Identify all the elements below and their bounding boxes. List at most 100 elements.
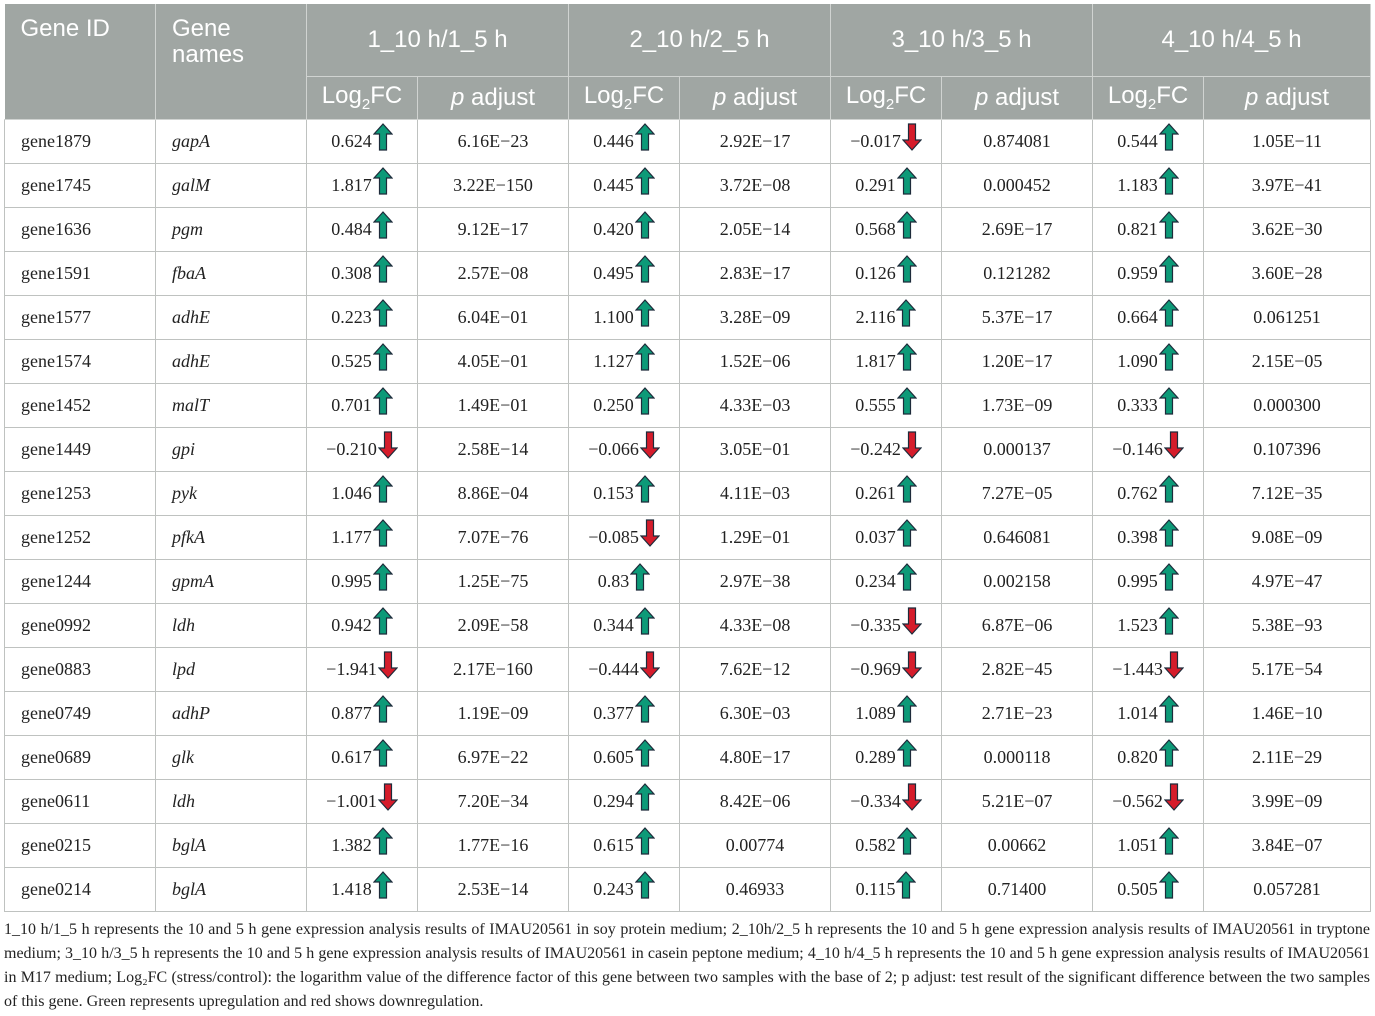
log2fc-value: 0.243 <box>593 878 634 899</box>
log2fc-value: −0.444 <box>588 658 639 679</box>
p-adjust-cell: 5.21E−07 <box>941 779 1094 824</box>
up-arrow-icon <box>634 167 655 195</box>
log2fc-value: 0.617 <box>331 746 372 767</box>
p-adjust-cell: 0.000137 <box>941 427 1094 472</box>
log2fc-value-wrap: 1.046 <box>331 475 393 507</box>
log2fc-value-wrap: −0.335 <box>850 607 922 639</box>
log2fc-cell: 0.261 <box>830 471 943 516</box>
up-arrow-icon <box>372 827 393 855</box>
down-arrow-icon <box>639 651 660 679</box>
log2fc-cell: 0.821 <box>1092 207 1205 252</box>
log2fc-value: 0.153 <box>593 482 634 503</box>
p-adjust-cell: 2.17E−160 <box>417 647 570 692</box>
log2fc-value: 0.821 <box>1117 218 1158 239</box>
log2fc-cell: 0.617 <box>306 735 418 780</box>
up-arrow-icon <box>372 123 393 151</box>
log2fc-value: 0.484 <box>331 218 372 239</box>
header-group-4: 4_10 h/4_5 h <box>1092 4 1372 77</box>
header-log2fc-4: Log2FC <box>1092 76 1205 120</box>
down-arrow-icon <box>1163 783 1184 811</box>
gene-name-cell: ldh <box>155 603 307 648</box>
log2fc-value-wrap: −0.969 <box>850 651 922 683</box>
log2fc-cell: −0.017 <box>830 118 943 164</box>
log2fc-value-wrap: 0.333 <box>1117 387 1179 419</box>
up-arrow-icon <box>634 783 655 811</box>
up-arrow-icon <box>634 475 655 503</box>
p-adjust-cell: 8.42E−06 <box>679 779 832 824</box>
p-adjust-cell: 9.08E−09 <box>1203 515 1372 560</box>
log2fc-cell: 2.116 <box>830 295 943 340</box>
log2fc-value: 1.382 <box>331 834 372 855</box>
p-adjust-cell: 0.002158 <box>941 559 1094 604</box>
log2fc-cell: 0.126 <box>830 251 943 296</box>
log2fc-value-wrap: 2.116 <box>856 299 917 331</box>
table-row: gene1636 pgm 0.484 9.12E−17 0.420 2.05E−14 0.5… <box>4 207 1372 252</box>
log2fc-value-wrap: −0.562 <box>1112 783 1184 815</box>
gene-id-cell: gene1636 <box>4 207 156 252</box>
log2fc-cell: 1.817 <box>830 339 943 384</box>
log2fc-cell: 0.959 <box>1092 251 1205 296</box>
log2fc-cell: 0.624 <box>306 118 418 164</box>
table-row: gene1253 pyk 1.046 8.86E−04 0.153 4.11E−03 0.2… <box>4 471 1372 516</box>
log2fc-value-wrap: 0.037 <box>855 519 917 551</box>
log2fc-value-wrap: 0.223 <box>331 299 393 331</box>
p-adjust-cell: 1.49E−01 <box>417 383 570 428</box>
log-suffix: FC <box>370 82 403 110</box>
p-adjust-cell: 7.12E−35 <box>1203 471 1372 516</box>
log2fc-value-wrap: 0.420 <box>593 211 655 243</box>
log2fc-value: 0.544 <box>1117 130 1158 151</box>
log2fc-cell: 0.445 <box>568 163 681 208</box>
log2fc-value: 0.261 <box>855 482 896 503</box>
log2fc-cell: 0.995 <box>306 559 418 604</box>
log2fc-value-wrap: 0.555 <box>855 387 917 419</box>
table-row: gene0215 bglA 1.382 1.77E−16 0.615 0.00774 0.5… <box>4 823 1372 868</box>
log-base: 2 <box>361 95 371 113</box>
log2fc-cell: 0.762 <box>1092 471 1205 516</box>
p-adjust-cell: 1.19E−09 <box>417 691 570 736</box>
up-arrow-icon <box>1158 739 1179 767</box>
p-adjust-cell: 4.97E−47 <box>1203 559 1372 604</box>
p-adjust-cell: 5.17E−54 <box>1203 647 1372 692</box>
log2fc-value-wrap: 0.525 <box>331 343 393 375</box>
table-row: gene1252 pfkA 1.177 7.07E−76 −0.085 1.29E−01 0… <box>4 515 1372 560</box>
p-adjust-cell: 0.121282 <box>941 251 1094 296</box>
log2fc-value: 0.115 <box>855 878 896 899</box>
p-adjust-cell: 7.62E−12 <box>679 647 832 692</box>
table-header: Gene ID Gene names 1_10 h/1_5 h 2_10 h/2… <box>4 4 1372 120</box>
log2fc-cell: 1.051 <box>1092 823 1205 868</box>
log2fc-value-wrap: 0.582 <box>855 827 917 859</box>
log2fc-value-wrap: 0.664 <box>1117 299 1179 331</box>
log2fc-cell: 1.100 <box>568 295 681 340</box>
log2fc-value: 0.420 <box>593 218 634 239</box>
up-arrow-icon <box>896 563 917 591</box>
log2fc-value-wrap: 1.090 <box>1117 343 1179 375</box>
adjust-label: adjust <box>988 83 1060 111</box>
log2fc-value: 1.183 <box>1117 174 1158 195</box>
log2fc-value-wrap: 1.051 <box>1117 827 1179 859</box>
log2fc-value-wrap: 0.995 <box>331 563 393 595</box>
p-adjust-cell: 0.874081 <box>941 118 1094 164</box>
log2fc-value-wrap: 0.762 <box>1117 475 1179 507</box>
log2fc-value: 0.615 <box>593 834 634 855</box>
gene-id-cell: gene1577 <box>4 295 156 340</box>
log2fc-cell: −0.085 <box>568 515 681 560</box>
log2fc-value: −0.562 <box>1112 790 1163 811</box>
p-adjust-cell: 6.16E−23 <box>417 118 570 164</box>
log2fc-value: 0.446 <box>593 130 634 151</box>
log2fc-value-wrap: 0.959 <box>1117 255 1179 287</box>
gene-id-cell: gene1879 <box>4 118 156 164</box>
log2fc-value-wrap: −0.334 <box>850 783 922 815</box>
up-arrow-icon <box>372 211 393 239</box>
log2fc-cell: 0.995 <box>1092 559 1205 604</box>
log2fc-value-wrap: 0.261 <box>855 475 917 507</box>
log2fc-cell: −1.941 <box>306 647 418 692</box>
log2fc-value: 0.555 <box>855 394 896 415</box>
p-adjust-cell: 6.30E−03 <box>679 691 832 736</box>
down-arrow-icon <box>901 651 922 679</box>
gene-name-cell: ldh <box>155 779 307 824</box>
log2fc-value: 0.664 <box>1117 306 1158 327</box>
gene-name-cell: pgm <box>155 207 307 252</box>
up-arrow-icon <box>1158 695 1179 723</box>
down-arrow-icon <box>639 519 660 547</box>
log2fc-value-wrap: −0.017 <box>850 123 922 155</box>
